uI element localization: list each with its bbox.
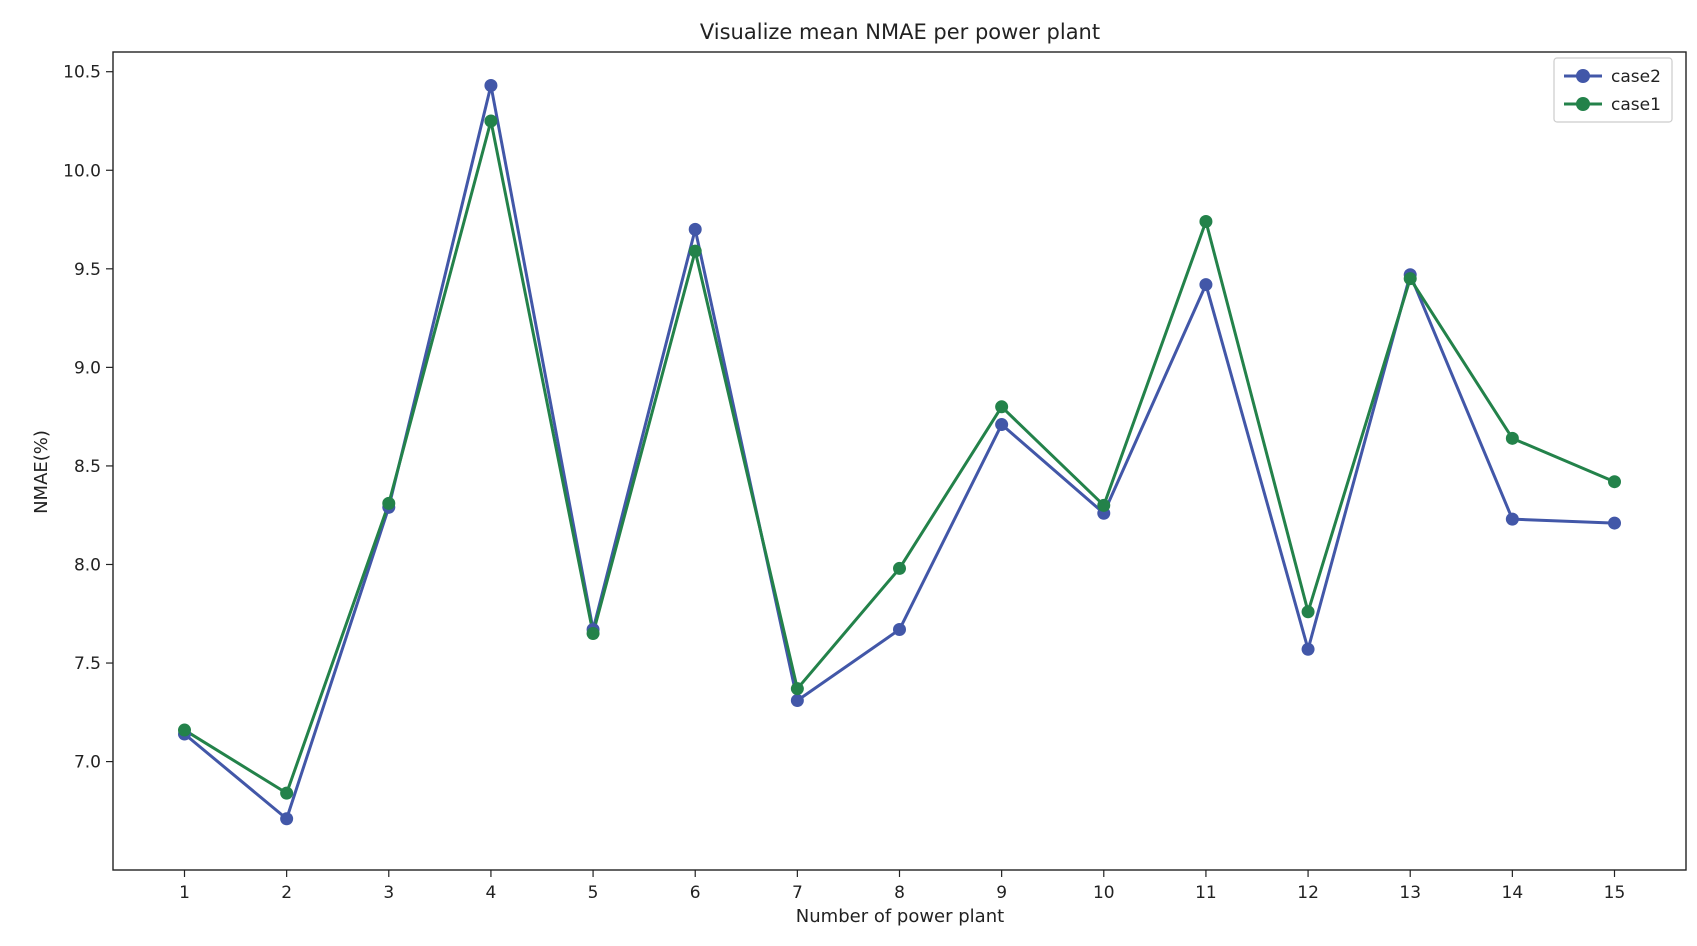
x-tick-label: 12 <box>1297 883 1319 903</box>
y-tick-label: 9.0 <box>74 358 101 378</box>
series-markers <box>178 79 1621 826</box>
y-tick-label: 8.0 <box>74 555 101 575</box>
data-point-case1 <box>484 114 498 128</box>
data-point-case1 <box>1505 431 1519 445</box>
data-point-case1 <box>1301 605 1315 619</box>
data-point-case1 <box>586 626 600 640</box>
data-point-case2 <box>280 812 294 826</box>
y-tick-label: 8.5 <box>74 457 101 477</box>
x-tick-label: 14 <box>1502 883 1524 903</box>
data-point-case2 <box>484 79 498 93</box>
x-axis-title: Number of power plant <box>796 906 1004 927</box>
x-tick-label: 4 <box>486 883 497 903</box>
data-point-case2 <box>1608 516 1621 530</box>
legend: case2 case1 <box>1553 57 1673 123</box>
y-tick-label: 9.5 <box>74 260 101 280</box>
axes: 1 2 3 4 5 6 7 8 9 10 11 12 13 14 157.07.58.08.59.09.51… <box>63 51 1687 903</box>
x-tick-label: 11 <box>1195 883 1217 903</box>
legend-marker-case2 <box>1576 69 1590 83</box>
y-axis-title: NMAE(%) <box>31 430 52 514</box>
x-tick-label: 1 <box>179 883 190 903</box>
data-point-case2 <box>1301 642 1315 656</box>
data-point-case2 <box>1505 512 1519 526</box>
data-point-case2 <box>995 418 1009 432</box>
data-point-case1 <box>995 400 1009 414</box>
legend-label-case1: case1 <box>1611 95 1661 115</box>
y-tick-label: 10.0 <box>63 161 101 181</box>
x-tick-label: 2 <box>281 883 292 903</box>
legend-marker-case1 <box>1576 97 1590 111</box>
data-point-case1 <box>1403 272 1417 286</box>
data-point-case2 <box>688 222 702 236</box>
data-point-case1 <box>1199 215 1213 229</box>
data-point-case1 <box>382 496 396 510</box>
data-point-case1 <box>1097 498 1111 512</box>
x-tick-label: 3 <box>383 883 394 903</box>
data-point-case1 <box>688 244 702 258</box>
x-tick-label: 8 <box>894 883 905 903</box>
chart-title: Visualize mean NMAE per power plant <box>700 20 1100 44</box>
data-point-case2 <box>1199 278 1213 292</box>
data-point-case1 <box>893 561 906 575</box>
data-point-case2 <box>893 623 906 637</box>
data-point-case1 <box>178 723 191 737</box>
y-tick-label: 7.0 <box>74 753 101 773</box>
x-tick-label: 15 <box>1604 883 1626 903</box>
legend-label-case2: case2 <box>1611 67 1661 87</box>
x-tick-label: 6 <box>690 883 701 903</box>
data-point-case1 <box>790 682 804 696</box>
data-point-case1 <box>280 786 294 800</box>
x-tick-label: 5 <box>588 883 599 903</box>
data-point-case1 <box>1608 475 1621 489</box>
x-tick-label: 13 <box>1399 883 1421 903</box>
x-tick-label: 9 <box>996 883 1007 903</box>
y-tick-label: 10.5 <box>63 63 101 83</box>
y-tick-label: 7.5 <box>74 654 101 674</box>
x-tick-label: 10 <box>1093 883 1115 903</box>
x-tick-label: 7 <box>792 883 803 903</box>
data-point-case2 <box>790 693 804 707</box>
